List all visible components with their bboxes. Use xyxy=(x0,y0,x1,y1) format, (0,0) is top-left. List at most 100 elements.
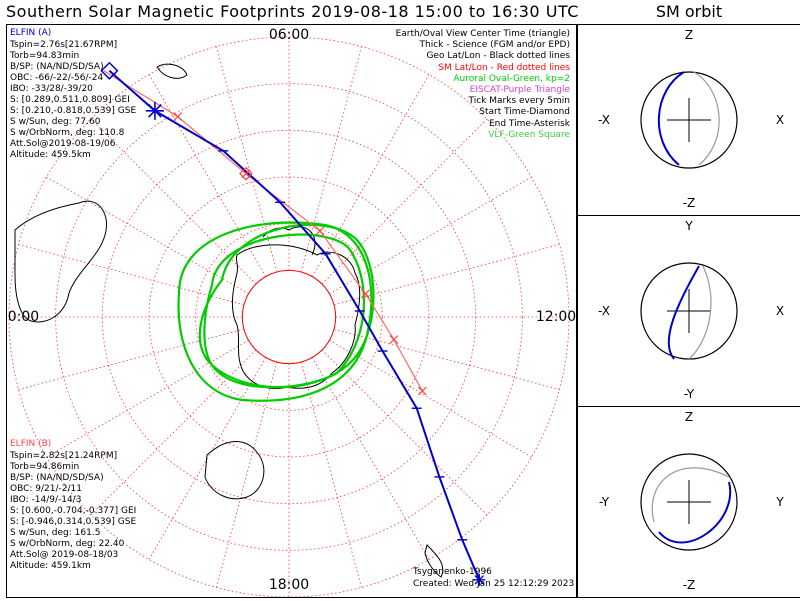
legend-entry: VLF-Green Square xyxy=(488,129,570,140)
page-title: Southern Solar Magnetic Footprints 2019-… xyxy=(6,2,579,21)
elfin-a-info-line: Tspin=2.76s[21.67RPM] xyxy=(10,40,118,50)
hour-label-right: 12:00 xyxy=(536,309,576,325)
elfin-b-info-line: S: [-0.946,0.314,0.539] GSE xyxy=(10,517,137,527)
sm-lon-spoke xyxy=(329,176,532,295)
elfin-b-name: ELFIN (B) xyxy=(10,439,52,449)
side-title: SM orbit xyxy=(655,2,723,21)
sm-lon-spoke xyxy=(333,328,560,390)
sm-orbit-panel-yz: Z -Z -Y Y xyxy=(577,406,800,598)
hour-label-bottom: 18:00 xyxy=(269,577,309,593)
elfin-b-info-line: OBC: 9/21/-2/11 xyxy=(10,484,82,494)
polar-map-panel: 06:00 00:00 12:00 18:00 ELFIN (A) Tspin=2.7… xyxy=(6,24,577,598)
elfin-b-info-line: B/SP: (NA/ND/SD/SA) xyxy=(10,473,104,483)
elfin-a-info-line: OBC: -66/-22/-56/-24 xyxy=(10,73,104,83)
elfin-b-tick-mark xyxy=(361,289,370,299)
elfin-a-info-line: Torb=94.83min xyxy=(10,51,80,61)
sm-lon-spoke xyxy=(300,46,362,273)
sm-lon-spoke xyxy=(148,74,267,277)
elfin-b-info-line: Tspin=2.82s[21.24RPM] xyxy=(10,451,118,461)
axis-label-top: Z xyxy=(685,28,693,42)
orbit-arc-a xyxy=(658,71,685,166)
elfin-b-start-diamond xyxy=(239,166,253,181)
sm-orbit-panel-xz: Z -Z -X X xyxy=(577,24,800,216)
legend-entry: End Time-Asterisk xyxy=(488,118,570,129)
sm-lon-spoke xyxy=(90,118,257,285)
legend-entry: EISCAT-Purple Triangle xyxy=(469,85,570,96)
orbit-plot-xy: Y -Y -X X xyxy=(598,219,784,401)
sm-lon-spoke xyxy=(90,349,257,516)
auroral-oval-inner xyxy=(203,233,366,389)
elfin-b-info-line: Altitude: 459.1km xyxy=(10,561,91,571)
polar-map: 06:00 00:00 12:00 18:00 xyxy=(7,27,576,597)
sm-lon-spoke xyxy=(311,357,430,560)
axis-label-top: Z xyxy=(685,410,693,424)
elfin-a-info-line: Att.Sol@2019-08-19/06 xyxy=(10,139,116,149)
sm-lon-spoke xyxy=(321,349,488,516)
elfin-b-tick-mark xyxy=(417,386,427,396)
elfin-a-info-line: IBO: -33/28/-39/20 xyxy=(10,84,93,94)
sm-lon-spoke xyxy=(148,357,267,560)
earth-circle xyxy=(640,71,738,169)
elfin-a-track xyxy=(108,70,481,581)
sm-lat-ring xyxy=(55,83,523,551)
sm-lon-spoke xyxy=(321,118,488,285)
auroral-oval-wide xyxy=(177,221,373,402)
sm-lon-spoke xyxy=(311,74,430,277)
elfin-b-info: Tspin=2.82s[21.24RPM] Torb=94.86min B/SP: … xyxy=(10,451,136,572)
sm-lat-ring xyxy=(241,269,337,365)
elfin-b-tick-mark xyxy=(315,226,325,236)
auroral-oval-outer xyxy=(198,223,375,389)
elfin-a-info-line: S w/Sun, deg: 77.60 xyxy=(10,117,101,127)
orbit-arc-b xyxy=(693,71,720,166)
elfin-a-info-line: S w/OrbNorm, deg: 110.8 xyxy=(10,128,125,138)
elfin-a-end-asterisk xyxy=(474,575,484,585)
sm-lat-ring xyxy=(148,176,430,458)
sm-lon-spoke xyxy=(300,361,362,588)
orbit-tracks xyxy=(100,61,486,586)
orbit-arc-b xyxy=(688,265,712,360)
sm-lon-spoke xyxy=(216,361,278,588)
elfin-a-info-line: Altitude: 459.5km xyxy=(10,150,91,160)
elfin-b-tick-mark xyxy=(173,112,183,121)
hour-label-top: 06:00 xyxy=(269,27,309,43)
legend-entry: Earth/Oval View Center Time (triangle) xyxy=(395,29,570,39)
elfin-b-info-line: S: [0.600,-0.704,-0.377] GEI xyxy=(10,506,137,516)
sm-lon-spoke xyxy=(333,244,560,306)
legend-entry: Auroral Oval-Green, kp=2 xyxy=(453,73,570,84)
orbit-plot-yz: Z -Z -Y Y xyxy=(599,410,784,592)
orbit-arc-a xyxy=(667,265,700,360)
orbit-arc-b xyxy=(651,467,730,523)
auroral-oval xyxy=(177,221,375,402)
legend-entry: Geo Lat/Lon - Black dotted lines xyxy=(426,51,570,62)
elfin-b-info-line: S w/OrbNorm, deg: 22.40 xyxy=(10,539,125,549)
elfin-a-info-line: B/SP: (NA/ND/SD/SA) xyxy=(10,62,104,72)
legend-entry: Tick Marks every 5min xyxy=(468,96,570,107)
axis-label-right: X xyxy=(776,113,784,127)
axis-label-bottom: -Y xyxy=(684,387,695,401)
elfin-a-info-line: S: [0.289,0.511,0.809] GEI xyxy=(10,95,130,105)
elfin-b-info-line: S w/Sun, deg: 161.5 xyxy=(10,528,101,538)
axis-label-left: -X xyxy=(598,113,610,127)
axis-label-top: Y xyxy=(684,219,693,233)
sm-lon-spoke xyxy=(329,339,532,458)
elfin-b-info-line: Att.Sol@ 2019-08-18/03 xyxy=(10,550,119,560)
sm-orbit-panel-xy: Y -Y -X X xyxy=(577,215,800,407)
hour-labels: 06:00 00:00 12:00 18:00 xyxy=(7,27,576,593)
elfin-b-info-line: IBO: -14/9/-14/3 xyxy=(10,495,82,505)
legend: Earth/Oval View Center Time (triangle) Th… xyxy=(396,29,570,141)
elfin-a-info-line: S: [0.210,-0.818,0.539] GSE xyxy=(10,106,137,116)
axis-label-left: -Y xyxy=(599,495,610,509)
orbit-arc-a xyxy=(658,481,732,544)
sm-lat-ring xyxy=(195,223,383,411)
sm-grid xyxy=(8,36,570,597)
credit-text: Tsyganenko-1996 xyxy=(413,567,492,577)
elfin-b-info-line: Torb=94.86min xyxy=(10,462,80,472)
axis-label-right: Y xyxy=(775,495,784,509)
legend-entry: Thick - Science (FGM and/or EPD) xyxy=(419,40,570,51)
elfin-b-tick-mark xyxy=(389,335,399,345)
sm-lon-spoke xyxy=(18,244,245,306)
elfin-a-info: Tspin=2.76s[21.67RPM] Torb=94.83min B/SP: … xyxy=(10,40,136,161)
hour-label-left: 00:00 xyxy=(7,309,39,325)
sm-lon-spoke xyxy=(18,328,245,390)
legend-entry: SM Lat/Lon - Red dotted lines xyxy=(438,62,570,73)
